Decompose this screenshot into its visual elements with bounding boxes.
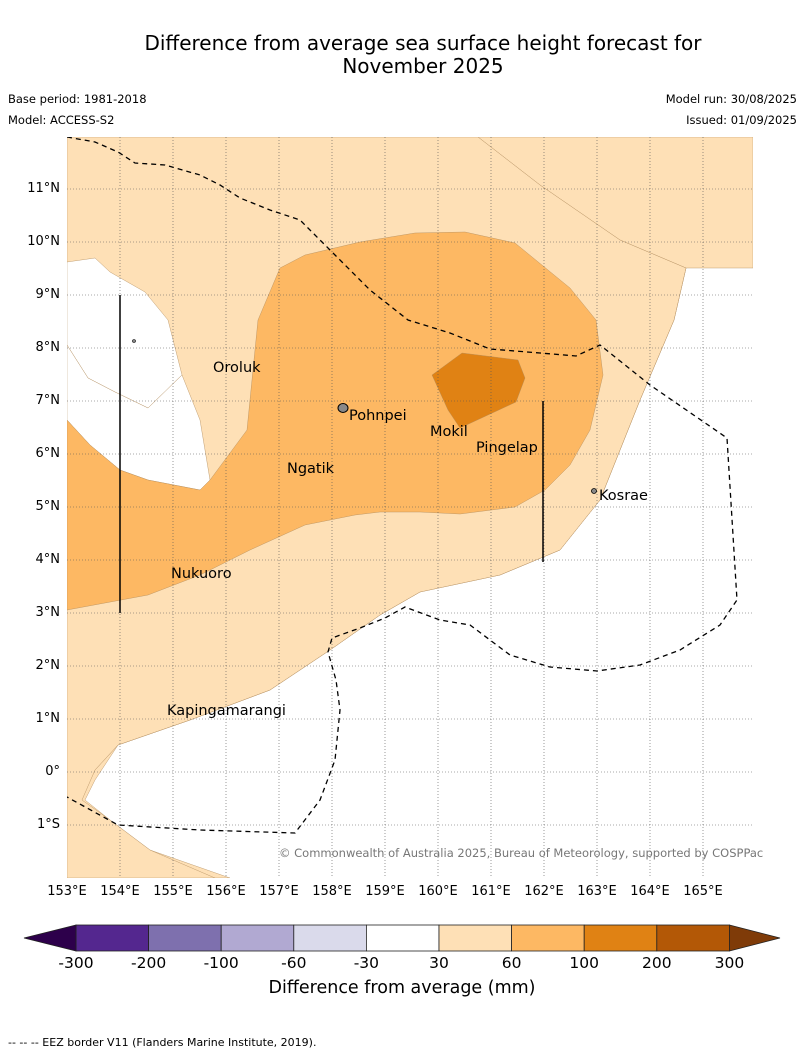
latitude-label: 1°N	[35, 711, 61, 726]
colorbar-segment	[511, 924, 585, 952]
colorbar-tick-label: -100	[203, 954, 239, 972]
latitude-label: 3°N	[35, 605, 61, 620]
longitude-label: 154°E	[100, 884, 140, 899]
title-line-2: November 2025	[342, 54, 504, 78]
longitude-label: 162°E	[524, 884, 564, 899]
colorbar-segment	[365, 924, 440, 952]
latitude-label: 7°N	[35, 393, 61, 408]
latitude-label: 1°S	[36, 817, 60, 832]
copyright-text: © Commonwealth of Australia 2025, Bureau…	[279, 846, 764, 860]
graticule	[67, 137, 753, 878]
longitude-label: 165°E	[683, 884, 723, 899]
colorbar-tick-label: 300	[714, 954, 745, 972]
colorbar-segment	[438, 924, 512, 952]
kosrae-island	[591, 488, 597, 494]
latitude-label: 6°N	[35, 446, 61, 461]
latitude-label: 9°N	[35, 287, 61, 302]
pohnpei-island	[337, 403, 349, 413]
eez-border	[67, 137, 738, 834]
place-label-ngatik: Ngatik	[287, 461, 335, 477]
longitude-label: 161°E	[471, 884, 511, 899]
place-label-pohnpei: Pohnpei	[349, 408, 407, 424]
latitude-label: 2°N	[35, 658, 61, 673]
latitude-label: 4°N	[35, 552, 61, 567]
colorbar-title: Difference from average (mm)	[268, 978, 536, 998]
longitude-label: 158°E	[312, 884, 352, 899]
colorbar-over-arrow	[729, 924, 781, 952]
longitude-label: 155°E	[153, 884, 193, 899]
colorbar-segment	[656, 924, 730, 952]
colorbar-segment	[583, 924, 658, 952]
eez-footnote: -- -- -- EEZ border V11 (Flanders Marine…	[8, 1036, 317, 1049]
latitude-label: 11°N	[27, 181, 60, 196]
colorbar-tick-label: -60	[281, 954, 307, 972]
colorbar-tick-label: 200	[642, 954, 672, 972]
place-label-nukuoro: Nukuoro	[171, 566, 232, 582]
place-label-kosrae: Kosrae	[599, 488, 648, 504]
longitude-label: 164°E	[630, 884, 670, 899]
model-text: Model: ACCESS-S2	[8, 113, 115, 127]
anomaly-region-60-100	[67, 231, 604, 611]
colorbar-tick-label: -300	[58, 954, 94, 972]
colorbar-tick-label: 100	[569, 954, 599, 972]
colorbar-under-arrow	[23, 924, 77, 952]
longitude-label: 156°E	[206, 884, 246, 899]
base-period-text: Base period: 1981-2018	[8, 92, 147, 106]
issued-text: Issued: 01/09/2025	[686, 113, 797, 127]
colorbar-segment	[220, 924, 295, 952]
place-label-oroluk: Oroluk	[213, 360, 261, 376]
longitude-label: 153°E	[47, 884, 87, 899]
place-label-kapingamarangi: Kapingamarangi	[167, 703, 286, 719]
latitude-label: 10°N	[27, 234, 60, 249]
longitude-label: 163°E	[577, 884, 617, 899]
place-label-mokil: Mokil	[430, 424, 468, 440]
anomaly-region-100-200	[431, 352, 526, 429]
colorbar-tick-label: 60	[501, 954, 522, 972]
latitude-label: 8°N	[35, 340, 61, 355]
latitude-label: 0°	[45, 764, 60, 779]
longitude-label: 159°E	[365, 884, 405, 899]
map-area	[67, 137, 753, 878]
model-run-text: Model run: 30/08/2025	[665, 92, 797, 106]
colorbar-segment	[148, 924, 222, 952]
colorbar-tick-label: -200	[131, 954, 167, 972]
colorbar-tick-label: -30	[353, 954, 380, 972]
chart-title: Difference from average sea surface heig…	[0, 32, 804, 78]
place-label-pingelap: Pingelap	[476, 440, 538, 456]
colorbar-segment	[293, 924, 367, 952]
small-island	[132, 339, 136, 343]
colorbar-tick-label: 30	[429, 954, 449, 972]
title-line-1: Difference from average sea surface heig…	[144, 31, 702, 55]
colorbar	[23, 924, 781, 952]
latitude-label: 5°N	[35, 499, 61, 514]
colorbar-segment	[75, 924, 149, 952]
longitude-label: 160°E	[418, 884, 458, 899]
longitude-label: 157°E	[259, 884, 299, 899]
